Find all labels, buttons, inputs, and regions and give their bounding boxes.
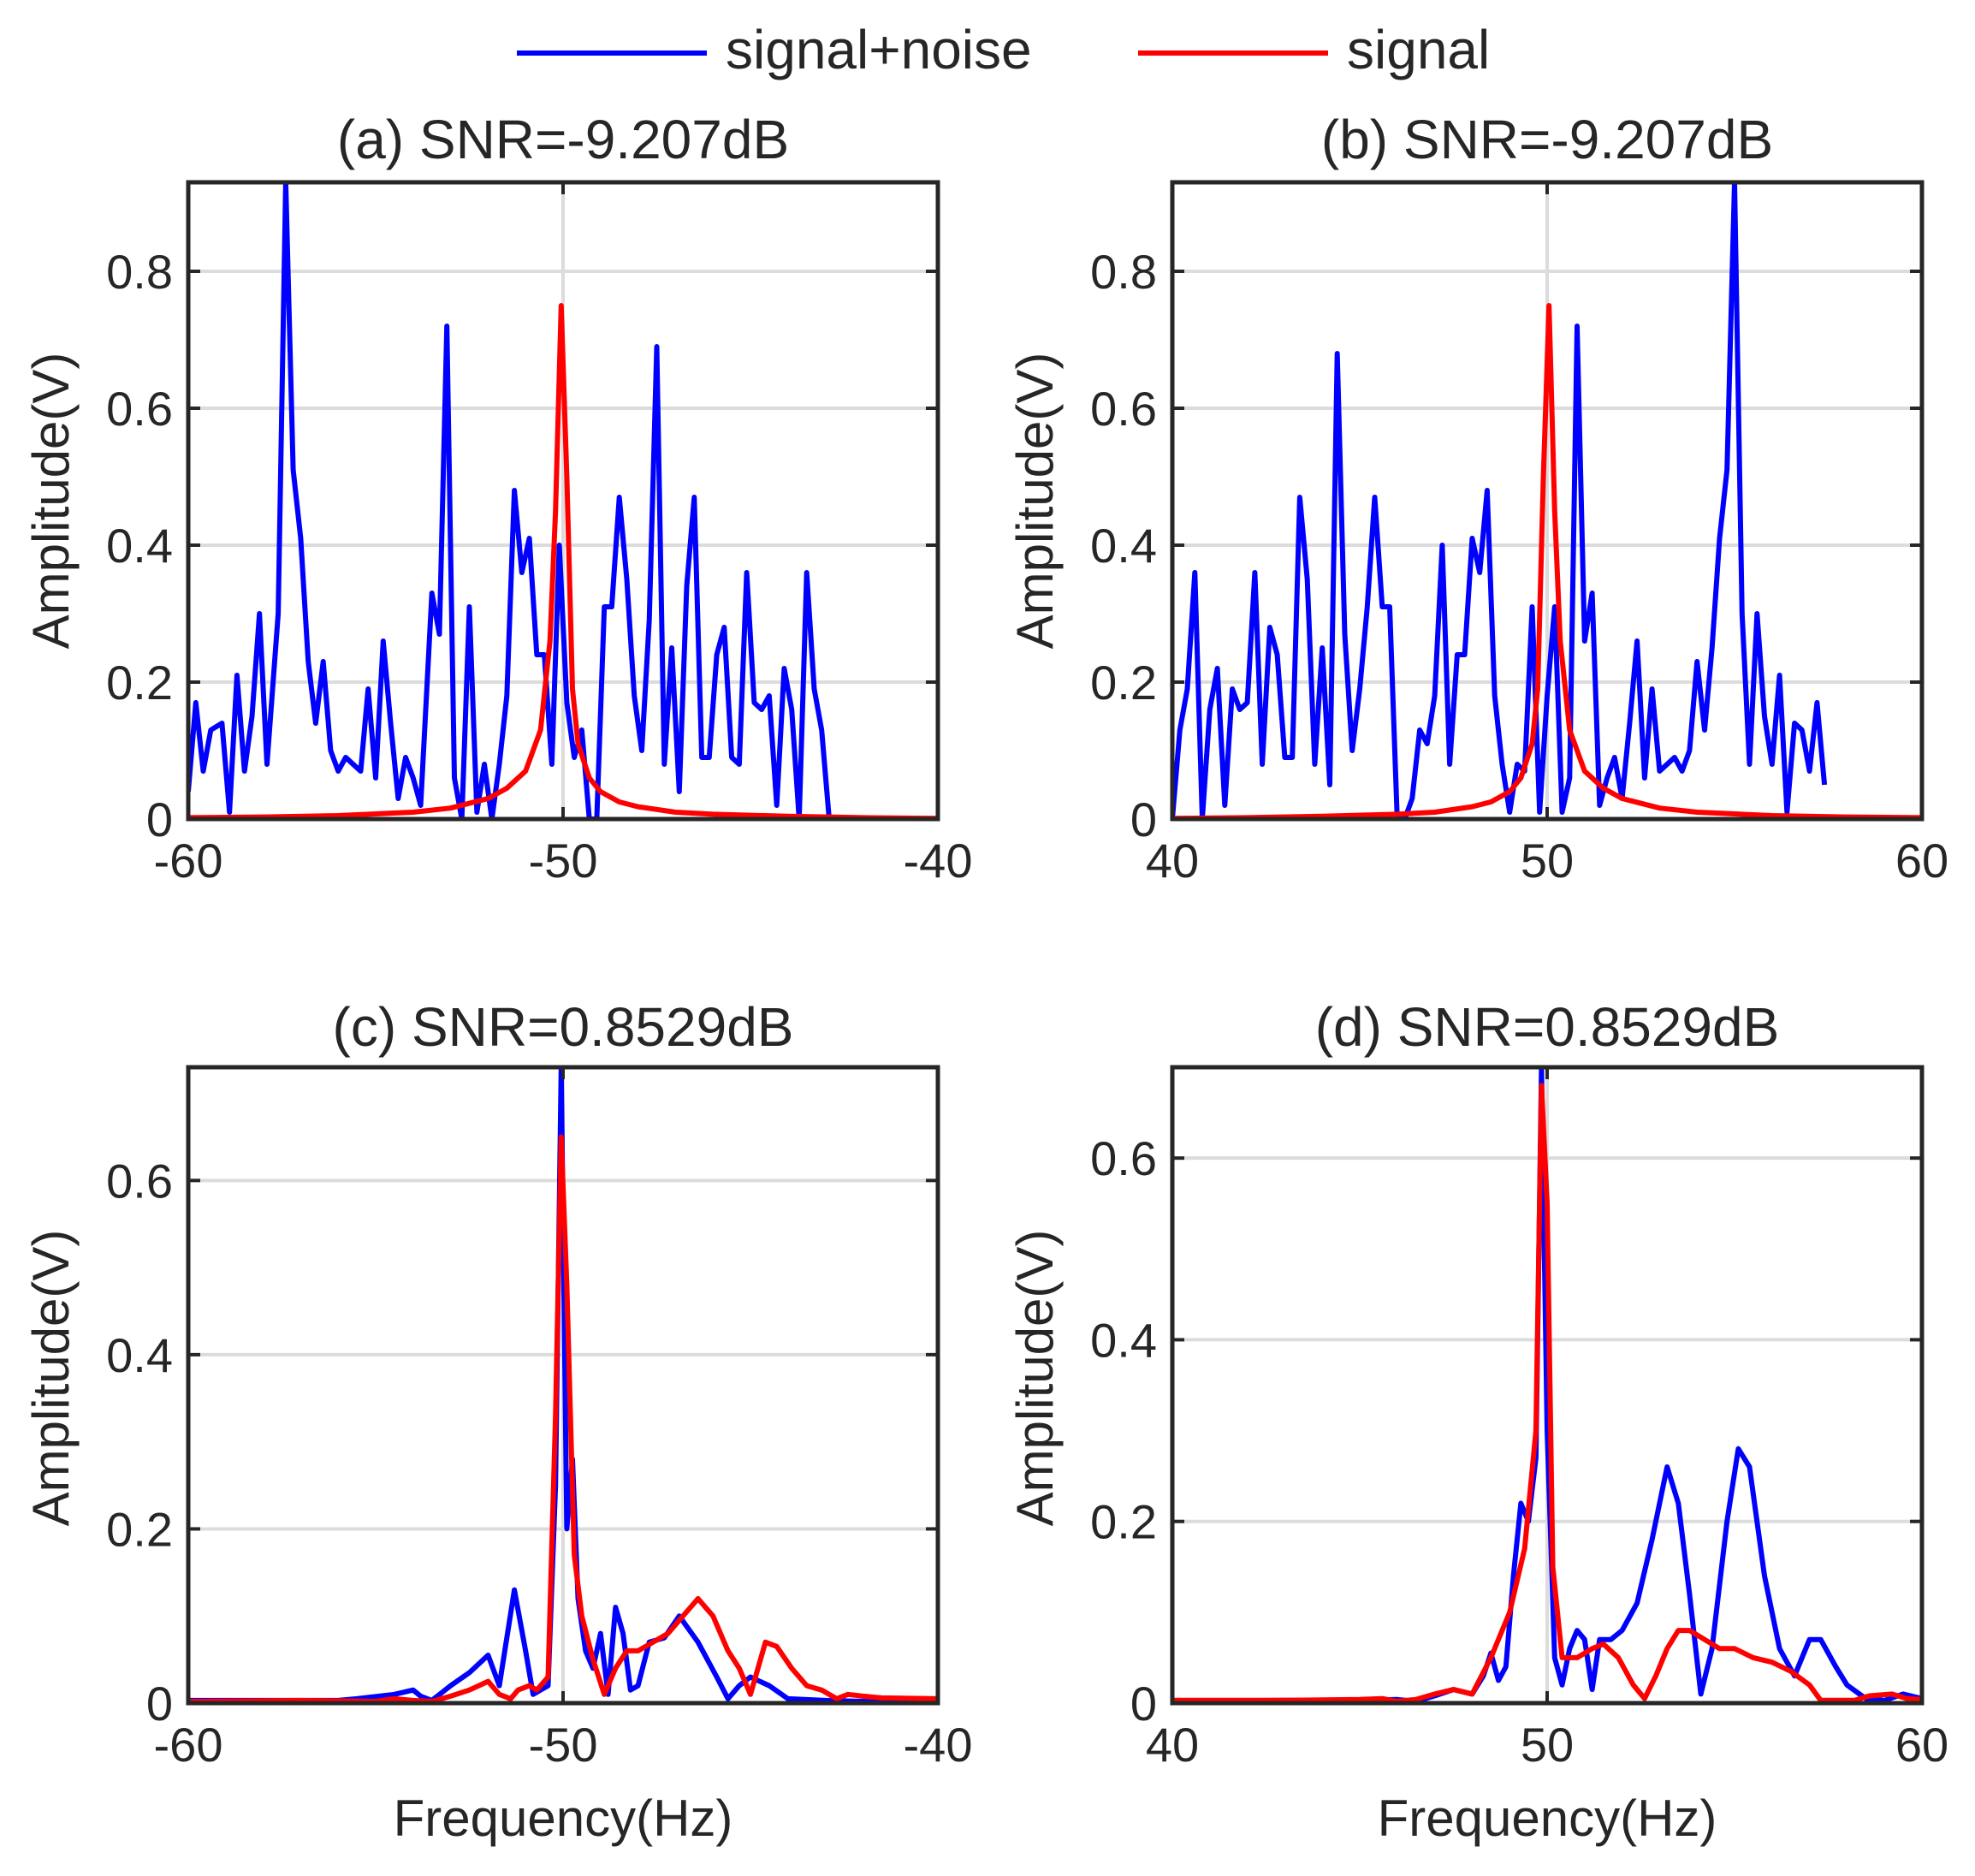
panel-a-series-signal-noise <box>188 182 832 819</box>
panel-d: (d) SNR=0.8529dB 40 50 60 0 0.2 0.4 0.6 Amplit… <box>1006 996 1948 1847</box>
panel-d-ytick-label-0-2: 0.2 <box>1090 1495 1157 1549</box>
legend-label-signal: signal <box>1347 19 1490 80</box>
panel-c-xtick-label-60: -60 <box>154 1718 223 1772</box>
panel-a-xtick-label-50: -50 <box>529 834 598 888</box>
panel-b-xtick-label-50: 50 <box>1521 834 1574 888</box>
panel-a-xtick-label-40: -40 <box>904 834 973 888</box>
panel-c-xtick-label-50: -50 <box>529 1718 598 1772</box>
panel-d-xtick-label-60: 60 <box>1895 1718 1948 1772</box>
panel-c-ytick-label-0-4: 0.4 <box>106 1328 173 1382</box>
panel-d-ytick-label-0-6: 0.6 <box>1090 1131 1157 1185</box>
panel-b-ylabel: Amplitude(V) <box>1006 353 1064 650</box>
panel-d-plot: 40 50 60 0 0.2 0.4 0.6 <box>1090 1065 1948 1772</box>
panel-a-series-signal <box>188 303 938 819</box>
panel-d-title: (d) SNR=0.8529dB <box>1315 996 1780 1058</box>
panel-c: (c) SNR=0.8529dB -60 -50 -40 0 0.2 0.4 0.6 Amp… <box>22 996 972 1847</box>
panel-b-ytick-label-0-8: 0.8 <box>1090 245 1157 299</box>
panel-a-ylabel: Amplitude(V) <box>22 353 80 650</box>
panel-d-ylabel: Amplitude(V) <box>1006 1230 1064 1527</box>
panel-d-series-signal <box>1172 1083 1922 1703</box>
panel-c-ytick-label-0-2: 0.2 <box>106 1502 173 1556</box>
panel-b-plot: 40 50 60 0 0.2 0.4 0.6 0.8 <box>1090 180 1948 888</box>
panel-d-xtick-label-40: 40 <box>1146 1718 1199 1772</box>
panel-c-plot: -60 -50 -40 0 0.2 0.4 0.6 <box>106 1065 973 1772</box>
panel-b-ytick-label-0-4: 0.4 <box>1090 519 1157 573</box>
panel-a: (a) SNR=-9.207dB -60 -50 -4000.20.40.60.8 … <box>22 109 972 888</box>
panel-b-xtick-label-40: 40 <box>1146 834 1199 888</box>
panel-c-ylabel: Amplitude(V) <box>22 1230 80 1527</box>
legend-label-signal-noise: signal+noise <box>726 19 1032 80</box>
panel-c-xtick-label-40: -40 <box>904 1718 973 1772</box>
panel-b-series-signal-noise <box>1172 182 1828 819</box>
panel-d-ytick-label-0: 0 <box>1130 1677 1157 1731</box>
panel-c-ytick-label-0-6: 0.6 <box>106 1154 173 1208</box>
panel-a-ytick-label-0-6: 0.6 <box>106 382 173 436</box>
panel-a-ytick-label-0-4: 0.4 <box>106 519 173 573</box>
legend: signal+noise signal <box>517 19 1490 80</box>
panel-b-title: (b) SNR=-9.207dB <box>1321 109 1773 170</box>
panel-c-ytick-label-0: 0 <box>146 1677 173 1731</box>
panel-a-ytick-label-0-8: 0.8 <box>106 245 173 299</box>
panel-a-xtick-label-60: -60 <box>154 834 223 888</box>
panel-a-ytick-label-0: 0 <box>146 793 173 846</box>
panel-d-xlabel: Frequency(Hz) <box>1378 1790 1717 1847</box>
panel-b-ytick-label-0-2: 0.2 <box>1090 656 1157 709</box>
panel-b-series-signal <box>1172 303 1922 819</box>
panel-c-series-signal <box>188 1134 938 1703</box>
panel-b-ytick-label-0: 0 <box>1130 793 1157 846</box>
panel-d-xtick-label-50: 50 <box>1521 1718 1574 1772</box>
panel-b: (b) SNR=-9.207dB 40 50 60 0 0.2 0.4 0.6 0.8 Amp… <box>1006 109 1948 888</box>
panel-c-title: (c) SNR=0.8529dB <box>333 996 794 1058</box>
panel-a-plot: -60 -50 -40 0 0.2 0.4 0.6 0.8 <box>106 180 973 888</box>
panel-a-title: (a) SNR=-9.207dB <box>337 109 789 170</box>
panel-d-ytick-label-0-4: 0.4 <box>1090 1313 1157 1367</box>
panel-b-ytick-label-0-6: 0.6 <box>1090 382 1157 436</box>
panel-b-xtick-label-60: 60 <box>1895 834 1948 888</box>
panel-a-ytick-label-0-2: 0.2 <box>106 656 173 709</box>
panel-c-xlabel: Frequency(Hz) <box>394 1790 733 1847</box>
